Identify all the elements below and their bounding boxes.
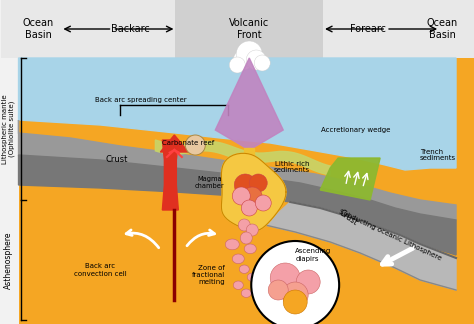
Polygon shape: [18, 120, 456, 220]
Circle shape: [268, 280, 288, 300]
Bar: [18, 58, 474, 324]
Circle shape: [236, 41, 262, 67]
Polygon shape: [244, 244, 256, 254]
Polygon shape: [320, 158, 380, 200]
Polygon shape: [265, 202, 456, 290]
Text: Crust: Crust: [337, 208, 359, 227]
Polygon shape: [163, 140, 178, 210]
Text: Ascending
diapirs: Ascending diapirs: [295, 249, 331, 261]
Polygon shape: [221, 153, 286, 231]
Text: Lithospheric mantle
(Ophiolite suite): Lithospheric mantle (Ophiolite suite): [2, 94, 15, 164]
Circle shape: [233, 50, 253, 70]
Text: Carbonate reef: Carbonate reef: [163, 140, 215, 146]
Polygon shape: [215, 58, 283, 150]
Text: Backarc: Backarc: [111, 24, 150, 34]
Text: Back arc spreading center: Back arc spreading center: [95, 97, 187, 103]
Polygon shape: [247, 273, 257, 281]
Circle shape: [282, 282, 308, 308]
Circle shape: [241, 200, 257, 216]
Text: Trench
sediments: Trench sediments: [420, 148, 456, 161]
Circle shape: [234, 174, 256, 196]
Circle shape: [185, 135, 205, 155]
Text: Ocean
Basin: Ocean Basin: [23, 18, 54, 40]
Text: Back arc
convection cell: Back arc convection cell: [74, 263, 127, 276]
Bar: [0, 0, 474, 58]
Text: Forearc: Forearc: [350, 24, 386, 34]
Text: Magma
chamber: Magma chamber: [194, 176, 224, 189]
Polygon shape: [18, 155, 456, 255]
Circle shape: [254, 55, 270, 71]
Circle shape: [246, 50, 266, 70]
Polygon shape: [232, 254, 244, 264]
Text: Asthenosphere: Asthenosphere: [4, 231, 13, 289]
Text: Crust: Crust: [105, 156, 128, 165]
Text: Accretionary wedge: Accretionary wedge: [321, 127, 390, 133]
Text: Volcanic
Front: Volcanic Front: [229, 18, 269, 40]
Circle shape: [229, 57, 245, 73]
Circle shape: [242, 187, 262, 207]
Polygon shape: [244, 148, 254, 175]
Circle shape: [238, 219, 250, 231]
Text: Ocean
Basin: Ocean Basin: [427, 18, 458, 40]
Circle shape: [249, 174, 267, 192]
Circle shape: [270, 263, 300, 293]
Polygon shape: [233, 281, 243, 289]
Circle shape: [255, 195, 271, 211]
Bar: [175, 0, 323, 58]
Text: Zone of
fractional
melting: Zone of fractional melting: [192, 265, 225, 285]
Circle shape: [232, 187, 250, 205]
Circle shape: [283, 290, 307, 314]
Circle shape: [240, 232, 252, 244]
Polygon shape: [239, 265, 249, 273]
Polygon shape: [155, 140, 330, 175]
Text: Subducting oceanic Lithosphere: Subducting oceanic Lithosphere: [338, 209, 442, 261]
Polygon shape: [225, 239, 239, 250]
Polygon shape: [241, 289, 251, 297]
Circle shape: [251, 241, 339, 324]
Circle shape: [296, 270, 320, 294]
Circle shape: [246, 224, 258, 236]
Polygon shape: [18, 58, 456, 170]
Polygon shape: [160, 135, 188, 152]
Text: Lithic rich
sediments: Lithic rich sediments: [274, 160, 310, 173]
